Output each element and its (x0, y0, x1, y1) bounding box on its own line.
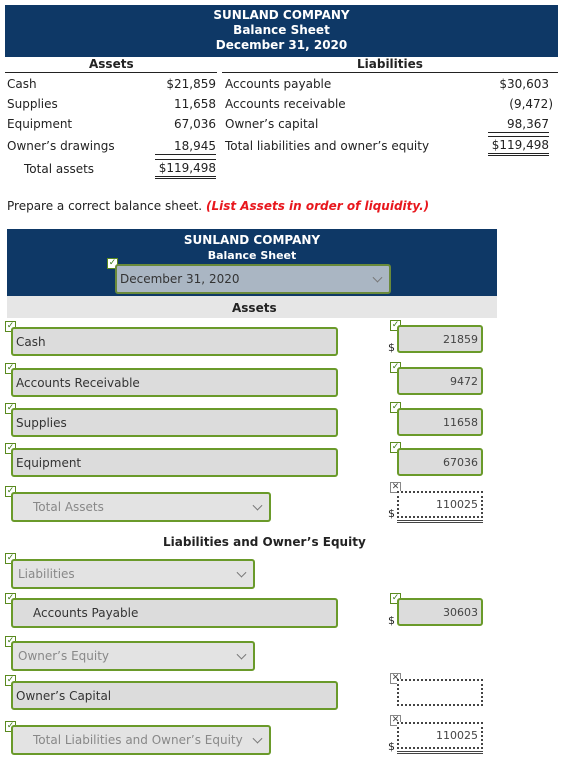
date-select-value: December 31, 2020 (120, 272, 240, 286)
instruction: Prepare a correct balance sheet. (List A… (7, 199, 429, 213)
given-right-value: $30,603 (499, 77, 549, 91)
given-assets-header: Assets (89, 57, 134, 71)
chevron-down-icon (252, 500, 263, 511)
total-le-amount[interactable]: 110025 (397, 722, 483, 749)
asset-label-input[interactable]: Equipment (11, 448, 338, 477)
given-liabilities-rule (222, 72, 558, 73)
total-le-select[interactable]: Total Liabilities and Owner’s Equity (11, 725, 271, 755)
given-left-value: $21,859 (166, 77, 216, 91)
dollar-sign: $ (388, 740, 395, 753)
total-assets-input[interactable]: 110025 (397, 491, 483, 518)
given-left-label: Owner’s drawings (7, 139, 115, 153)
given-right-label: Accounts payable (225, 77, 332, 91)
cross-icon: ✕ (390, 482, 401, 493)
given-right-label: Accounts receivable (225, 97, 346, 111)
given-header: SUNLAND COMPANY Balance Sheet December 3… (5, 5, 558, 57)
assets-band (7, 296, 497, 318)
dollar-sign: $ (388, 341, 395, 354)
checkmark-icon: ✓ (390, 442, 401, 453)
asset-label-input[interactable]: Accounts Receivable (11, 368, 338, 397)
owners-capital-amount[interactable] (397, 679, 483, 706)
given-right-value: 98,367 (488, 117, 549, 133)
checkmark-icon: ✓ (5, 675, 16, 686)
chevron-down-icon (372, 272, 383, 283)
given-left-value: 18,945 (155, 139, 216, 155)
chevron-down-icon (236, 649, 247, 660)
checkmark-icon: ✓ (390, 402, 401, 413)
given-company: SUNLAND COMPANY (213, 8, 350, 22)
given-right-label: Owner’s capital (225, 117, 319, 131)
checkmark-icon: ✓ (5, 553, 16, 564)
answer-assets-header: Assets (232, 301, 277, 315)
given-date: December 31, 2020 (215, 38, 348, 52)
total-assets-select[interactable]: Total Assets (11, 492, 271, 522)
asset-amount-input[interactable]: 9472 (397, 367, 483, 395)
checkmark-icon: ✓ (107, 258, 118, 269)
asset-label-input[interactable]: Cash (11, 327, 338, 356)
answer-statement: Balance Sheet (207, 249, 297, 262)
checkmark-icon: ✓ (5, 486, 16, 497)
date-select[interactable]: December 31, 2020 (115, 264, 391, 294)
answer-company: SUNLAND COMPANY (183, 233, 321, 247)
given-liabilities-header: Liabilities (357, 57, 423, 71)
given-right-total-value: $119,498 (488, 136, 549, 156)
given-right-total-label: Total liabilities and owner’s equity (225, 139, 430, 153)
given-left-label: Cash (7, 77, 37, 91)
owners-equity-select[interactable]: Owner’s Equity (11, 641, 255, 671)
cross-icon: ✕ (390, 673, 401, 684)
given-left-total-value: $119,498 (155, 159, 216, 179)
given-left-value: 11,658 (174, 97, 216, 111)
liabilities-select[interactable]: Liabilities (11, 559, 255, 589)
asset-label-input[interactable]: Supplies (11, 408, 338, 437)
instruction-note: (List Assets in order of liquidity.) (205, 199, 430, 213)
total-assets-double-rule (397, 520, 483, 523)
given-left-total-label: Total assets (24, 162, 95, 176)
dollar-sign: $ (388, 614, 395, 627)
given-left-value: 67,036 (174, 117, 216, 131)
checkmark-icon: ✓ (5, 321, 16, 332)
given-assets-rule (5, 72, 217, 73)
instruction-text: Prepare a correct balance sheet. (7, 199, 203, 213)
total-le-double-rule (397, 751, 483, 754)
given-left-label: Equipment (7, 117, 73, 131)
asset-amount-input[interactable]: 21859 (397, 325, 483, 353)
chevron-down-icon (252, 733, 263, 744)
given-statement: Balance Sheet (233, 23, 330, 37)
asset-amount-input[interactable]: 67036 (397, 448, 483, 476)
given-left-label: Supplies (7, 97, 58, 111)
accounts-payable-input[interactable]: Accounts Payable (11, 598, 338, 628)
chevron-down-icon (236, 567, 247, 578)
owners-capital-input[interactable]: Owner’s Capital (11, 681, 338, 710)
asset-amount-input[interactable]: 11658 (397, 408, 483, 436)
given-right-value: (9,472) (509, 97, 553, 111)
cross-icon: ✕ (390, 715, 401, 726)
le-header: Liabilities and Owner’s Equity (163, 535, 366, 549)
dollar-sign: $ (388, 507, 395, 520)
accounts-payable-amount[interactable]: 30603 (397, 598, 483, 626)
